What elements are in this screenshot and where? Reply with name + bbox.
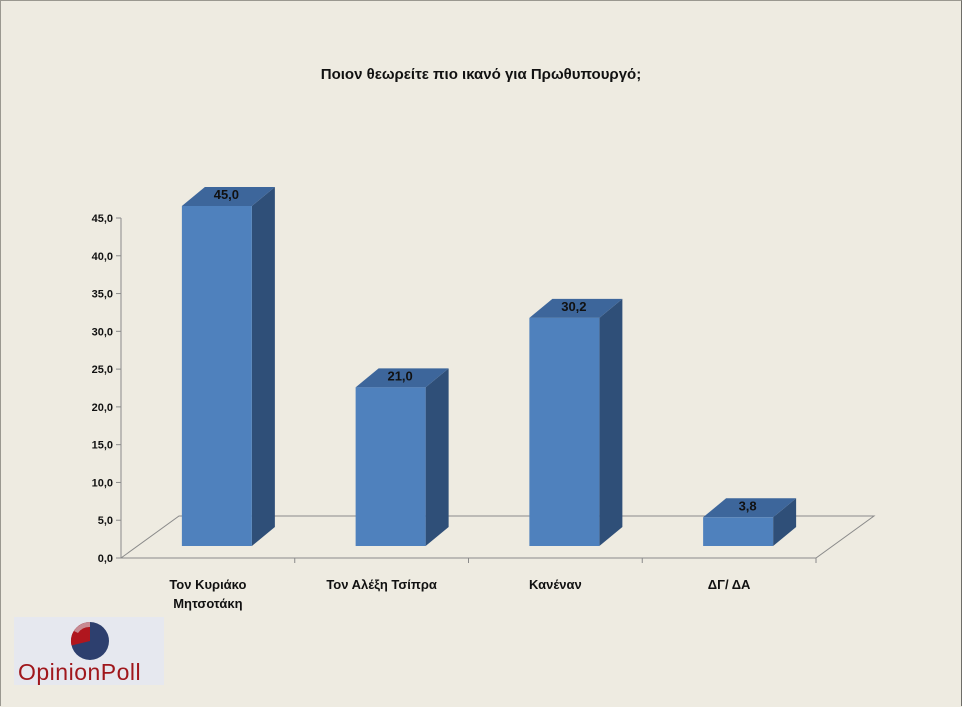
logo-circle-icon <box>70 621 109 660</box>
category-label: Κανέναν <box>529 577 582 592</box>
bar-top <box>529 298 623 318</box>
y-tick-label: 5,0 <box>98 515 113 527</box>
y-tick-label: 25,0 <box>92 364 113 376</box>
y-tick-label: 15,0 <box>92 440 113 452</box>
value-label: 3,8 <box>739 498 757 513</box>
bars <box>181 187 797 546</box>
bar-top <box>355 368 449 388</box>
value-label: 21,0 <box>387 368 412 383</box>
bar-top <box>181 187 275 206</box>
category-labels: Τον Κυριάκο Μητσοτάκη Τον Αλέξη Τσίπρα Κανέ… <box>169 577 751 611</box>
value-labels: 45,0 21,0 30,2 3,8 <box>214 187 757 513</box>
opinionpoll-logo: OpinionPoll <box>14 617 164 685</box>
value-label: 45,0 <box>214 187 239 202</box>
category-label: Μητσοτάκη <box>173 596 242 611</box>
floor-outline <box>119 515 876 559</box>
bar-top <box>703 498 797 518</box>
bar <box>529 317 600 546</box>
bar <box>355 387 426 546</box>
y-tick-label: 20,0 <box>92 402 113 414</box>
bar-side <box>251 187 275 546</box>
chart-floor <box>119 515 876 559</box>
category-label: ΔΓ/ ΔΑ <box>708 577 751 592</box>
y-tick-label: 30,0 <box>92 326 113 338</box>
y-tick-label: 45,0 <box>92 213 113 225</box>
bar <box>181 206 252 546</box>
bar-side <box>773 498 797 546</box>
value-label: 30,2 <box>561 299 586 314</box>
bar-side <box>599 298 623 546</box>
y-tick-label: 40,0 <box>92 251 113 263</box>
y-tick-label: 35,0 <box>92 289 113 301</box>
category-label: Τον Αλέξη Τσίπρα <box>326 577 437 592</box>
bar-side <box>425 368 449 546</box>
chart-title: Ποιον θεωρείτε πιο ικανό για Πρωθυπουργό… <box>320 66 642 83</box>
y-axis: 0,0 5,0 10,0 15,0 20,0 25,0 30,0 35,0 40,0 45,0 <box>92 213 817 565</box>
logo-text: OpinionPoll <box>18 659 142 685</box>
category-label: Τον Κυριάκο <box>169 577 246 592</box>
y-tick-label: 0,0 <box>98 553 113 565</box>
y-tick-label: 10,0 <box>92 477 113 489</box>
bar <box>703 517 774 546</box>
